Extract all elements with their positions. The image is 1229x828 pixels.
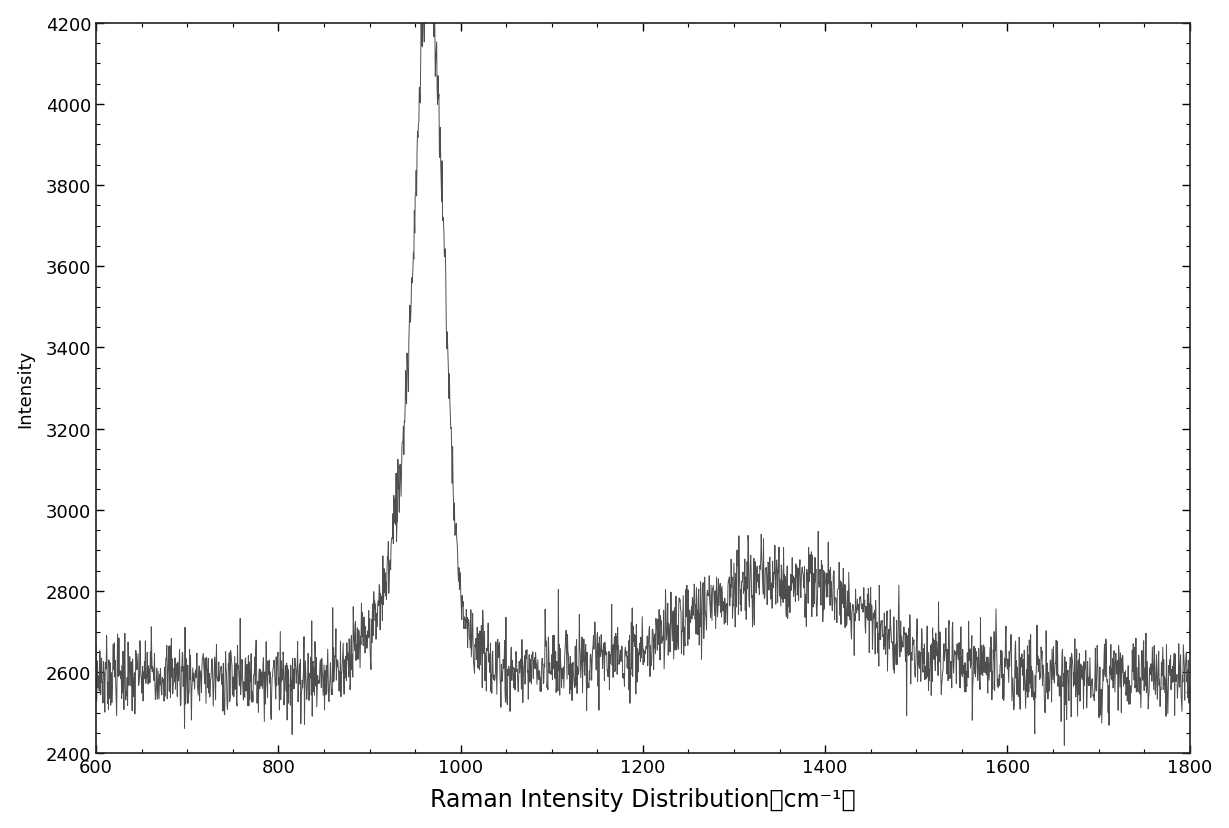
X-axis label: Raman Intensity Distribution（cm⁻¹）: Raman Intensity Distribution（cm⁻¹） xyxy=(430,787,855,811)
Y-axis label: Intensity: Intensity xyxy=(17,349,34,427)
